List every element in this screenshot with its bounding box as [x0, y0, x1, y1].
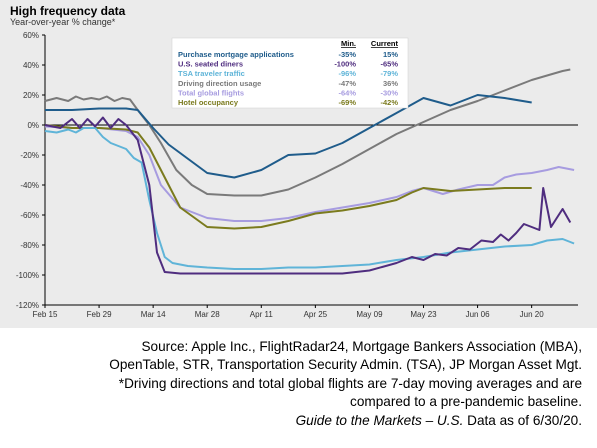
legend-entry-current: 36% [383, 79, 398, 88]
data-date: Data as of 6/30/20. [463, 412, 582, 428]
series-line-u-s-seated-diners [44, 116, 572, 275]
legend-entry-min: -100% [334, 60, 356, 69]
chart-axes: 60%40%20%0%-20%-40%-60%-80%-100%-120%Feb… [16, 31, 578, 319]
chart-legend: Min. Current Purchase mortgage application… [171, 37, 409, 109]
legend-entry-current: -79% [380, 69, 398, 78]
y-tick-label: -60% [20, 211, 39, 220]
x-tick-label: Jun 20 [520, 310, 545, 319]
series-line-driving-direction-usage [44, 68, 571, 197]
source-line-2: OpenTable, STR, Transportation Security … [109, 357, 582, 373]
x-tick-label: May 09 [356, 310, 383, 319]
legend-entry-current: -30% [380, 88, 398, 97]
x-tick-label: Mar 28 [195, 310, 220, 319]
legend-entry-name: TSA traveler traffic [178, 69, 245, 78]
source-line-1: Source: Apple Inc., FlightRadar24, Mortg… [141, 339, 582, 354]
legend-entry-name: Hotel occupancy [178, 98, 239, 107]
source-line-4: compared to a pre-pandemic baseline. [350, 394, 582, 410]
legend-entry-current: -42% [380, 98, 398, 107]
legend-entry-name: Total global flights [178, 88, 244, 97]
source-line-5: Guide to the Markets – U.S. Data as of 6… [2, 412, 582, 430]
x-tick-label: Apr 25 [304, 310, 328, 319]
series-line-tsa-traveler-traffic [44, 127, 575, 270]
chart-subtitle: Year-over-year % change* [10, 17, 116, 27]
legend-entry-name: U.S. seated diners [178, 60, 243, 69]
y-tick-label: -120% [16, 301, 39, 310]
legend-entry-min: -69% [338, 98, 356, 107]
legend-entry-min: -96% [338, 69, 356, 78]
series-line-total-global-flights [44, 125, 575, 222]
legend-entry-min: -47% [338, 79, 356, 88]
y-tick-label: 60% [23, 31, 39, 40]
y-tick-label: 20% [23, 91, 39, 100]
x-tick-label: Jun 06 [466, 310, 491, 319]
legend-box [171, 37, 409, 109]
source-line-3: *Driving directions and total global fli… [118, 375, 582, 391]
x-tick-label: Feb 15 [33, 310, 58, 319]
y-tick-label: 0% [27, 121, 39, 130]
y-tick-label: -80% [20, 241, 39, 250]
series-line-hotel-occupancy [44, 124, 532, 230]
legend-entry-min: -35% [338, 50, 356, 59]
chart-title: High frequency data [10, 4, 126, 18]
legend-entry-current: 15% [383, 50, 398, 59]
y-tick-label: 40% [23, 61, 39, 70]
y-tick-label: -100% [16, 271, 39, 280]
legend-entry-name: Purchase mortgage applications [178, 50, 294, 59]
x-tick-label: Feb 29 [87, 310, 112, 319]
x-tick-label: May 23 [410, 310, 437, 319]
y-tick-label: -40% [20, 181, 39, 190]
legend-header-current: Current [371, 39, 399, 48]
y-tick-label: -20% [20, 151, 39, 160]
source-notes: Source: Apple Inc., FlightRadar24, Mortg… [2, 338, 582, 430]
series-line-purchase-mortgage-applications [45, 94, 532, 179]
guide-title: Guide to the Markets – U.S. [295, 412, 464, 428]
chart-series [44, 68, 575, 275]
legend-entry-name: Driving direction usage [178, 79, 261, 88]
x-tick-label: Mar 14 [141, 310, 166, 319]
legend-header-min: Min. [341, 39, 356, 48]
legend-entry-current: -65% [380, 60, 398, 69]
x-tick-label: Apr 11 [250, 310, 274, 319]
legend-entry-min: -64% [338, 88, 356, 97]
line-chart: 60%40%20%0%-20%-40%-60%-80%-100%-120%Feb… [16, 31, 578, 319]
